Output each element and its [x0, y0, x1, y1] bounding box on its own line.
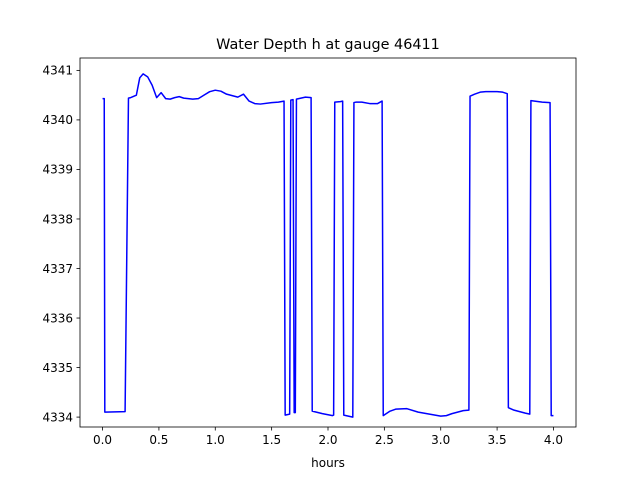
x-tick-label: 0.5: [149, 433, 168, 447]
x-tick-label: 1.5: [262, 433, 281, 447]
y-tick-label: 4338: [42, 212, 73, 226]
x-axis: 0.0 0.5 1.0 1.5 2.0 2.5 3.0 3.5 4.0: [93, 427, 563, 447]
x-tick-label: 2.0: [318, 433, 337, 447]
y-tick-label: 4341: [42, 64, 73, 78]
plot-background: [80, 58, 576, 427]
x-tick-label: 0.0: [93, 433, 112, 447]
y-tick-label: 4339: [42, 163, 73, 177]
y-tick-label: 4340: [42, 113, 73, 127]
y-tick-label: 4337: [42, 262, 73, 276]
x-axis-label: hours: [311, 456, 345, 470]
y-tick-label: 4335: [42, 361, 73, 375]
x-tick-label: 3.5: [488, 433, 507, 447]
series-line-0: [102, 73, 554, 418]
x-tick-label: 2.5: [375, 433, 394, 447]
y-tick-label: 4336: [42, 311, 73, 325]
chart-title: Water Depth h at gauge 46411: [216, 37, 440, 53]
x-tick-label: 4.0: [544, 433, 563, 447]
plot-frame: [79, 57, 577, 428]
x-tick-label: 1.0: [206, 433, 225, 447]
y-tick-label: 4334: [42, 410, 73, 424]
x-tick-label: 3.0: [431, 433, 450, 447]
plot-area: [80, 58, 576, 427]
y-axis: 4334 4335 4336 4337 4338 4339 4340 4341: [42, 64, 80, 424]
